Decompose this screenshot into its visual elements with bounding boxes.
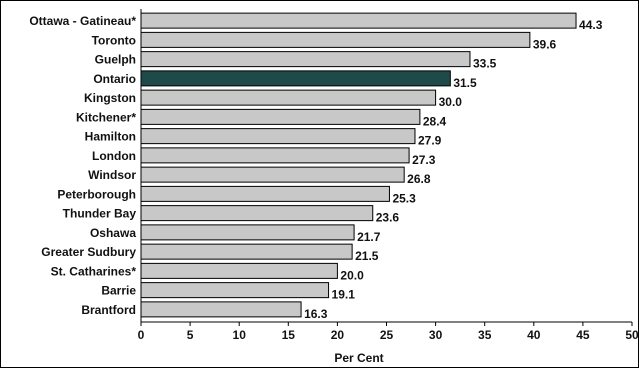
bar-brantford xyxy=(140,301,302,318)
category-label-kingston: Kingston xyxy=(84,91,136,105)
bar-peterborough xyxy=(140,185,390,202)
value-label-guelph: 33.5 xyxy=(473,57,497,71)
value-label-toronto: 39.6 xyxy=(533,37,557,51)
bar-windsor xyxy=(140,166,405,183)
category-label-hamilton: Hamilton xyxy=(85,130,136,144)
value-label-thunder-bay: 23.6 xyxy=(376,211,400,225)
value-label-hamilton: 27.9 xyxy=(418,134,442,148)
value-label-windsor: 26.8 xyxy=(407,172,431,186)
value-labels-group: 44.3 39.6 33.5 31.5 30.0 28.4 27.9 27.3 26.8 25.3… xyxy=(304,18,603,321)
category-label-toronto: Toronto xyxy=(92,33,136,47)
value-label-ontario: 31.5 xyxy=(453,76,477,90)
value-label-brantford: 16.3 xyxy=(304,307,328,321)
category-label-barrie: Barrie xyxy=(101,284,136,298)
x-tick-label-10: 10 xyxy=(233,328,247,342)
x-tick-label-40: 40 xyxy=(527,328,541,342)
value-label-london: 27.3 xyxy=(412,153,436,167)
category-label-london: London xyxy=(92,149,136,163)
x-tick-label-20: 20 xyxy=(331,328,345,342)
x-tick-label-0: 0 xyxy=(138,328,145,342)
value-label-ottawa-gatineau: 44.3 xyxy=(579,18,603,32)
category-label-greater-sudbury: Greater Sudbury xyxy=(41,245,136,259)
bar-kingston xyxy=(140,89,437,106)
bar-ottawa-gatineau xyxy=(140,12,577,29)
x-tick-label-50: 50 xyxy=(625,328,638,342)
value-label-oshawa: 21.7 xyxy=(357,230,381,244)
x-tick-label-35: 35 xyxy=(478,328,492,342)
category-label-oshawa: Oshawa xyxy=(90,226,136,240)
category-label-peterborough: Peterborough xyxy=(57,187,136,201)
bar-hamilton xyxy=(140,128,416,145)
value-label-kingston: 30.0 xyxy=(439,95,463,109)
x-tick-label-30: 30 xyxy=(429,328,443,342)
value-label-st-catharines: 20.0 xyxy=(340,268,364,282)
category-label-kitchener: Kitchener* xyxy=(76,110,136,124)
bar-ontario xyxy=(140,70,451,87)
bar-london xyxy=(140,147,410,164)
category-label-brantford: Brantford xyxy=(81,303,136,317)
bar-greater-sudbury xyxy=(140,243,353,260)
bar-thunder-bay xyxy=(140,205,374,222)
bar-barrie xyxy=(140,282,330,299)
bar-oshawa xyxy=(140,224,355,241)
value-label-greater-sudbury: 21.5 xyxy=(355,249,379,263)
x-tick-label-15: 15 xyxy=(282,328,296,342)
category-label-ontario: Ontario xyxy=(93,72,136,86)
x-tick-label-5: 5 xyxy=(187,328,194,342)
bar-toronto xyxy=(140,31,531,48)
bar-st-catharines xyxy=(140,262,338,279)
x-tick-label-45: 45 xyxy=(576,328,590,342)
bar-guelph xyxy=(140,51,471,68)
category-labels-group: Ottawa - Gatineau* Toronto Guelph Ontario Ki… xyxy=(29,14,136,317)
category-label-thunder-bay: Thunder Bay xyxy=(63,207,137,221)
value-label-barrie: 19.1 xyxy=(332,288,356,302)
x-axis: 0 5 10 15 20 25 30 35 40 45 50 xyxy=(138,9,638,342)
value-label-kitchener: 28.4 xyxy=(423,114,447,128)
category-label-st-catharines: St. Catharines* xyxy=(51,264,137,278)
category-label-windsor: Windsor xyxy=(88,168,136,182)
category-label-ottawa-gatineau: Ottawa - Gatineau* xyxy=(29,14,136,28)
bar-kitchener xyxy=(140,108,421,125)
category-label-guelph: Guelph xyxy=(95,53,136,67)
x-tick-label-25: 25 xyxy=(380,328,394,342)
value-label-peterborough: 25.3 xyxy=(392,191,416,205)
x-axis-title: Per Cent xyxy=(334,351,383,365)
